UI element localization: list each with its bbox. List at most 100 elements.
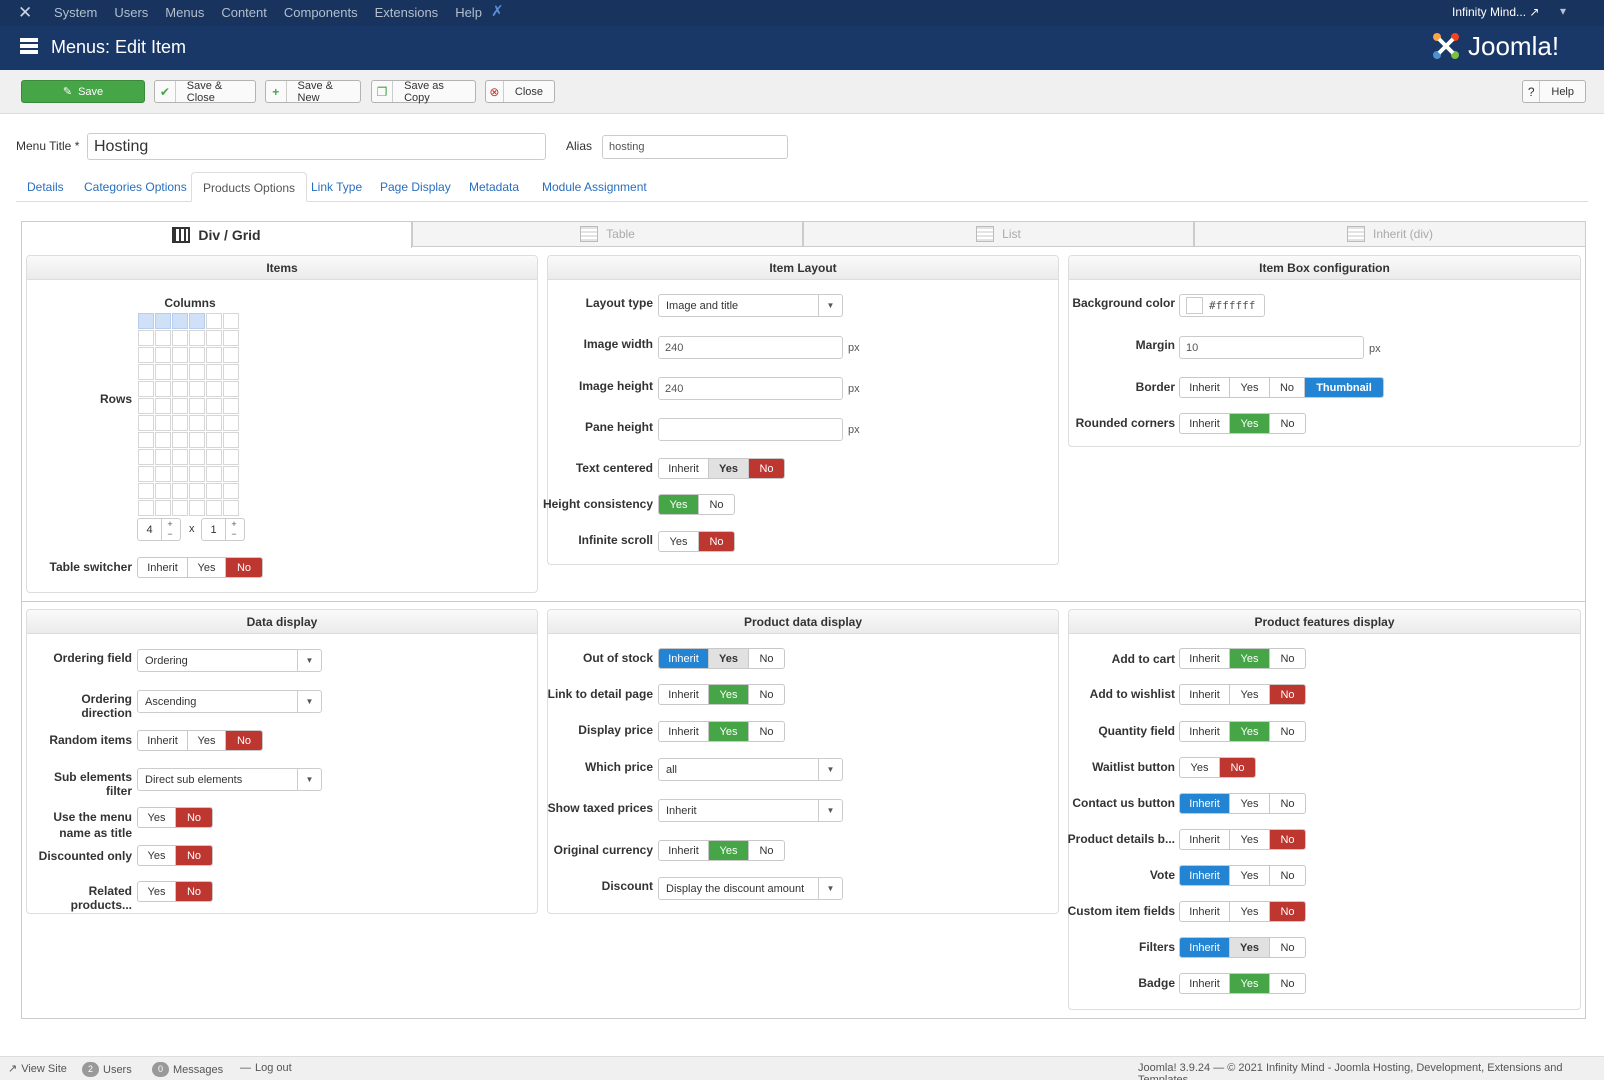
option-no[interactable]: No xyxy=(176,846,212,865)
grid-cell[interactable] xyxy=(223,466,239,482)
option-no[interactable]: No xyxy=(1280,725,1295,738)
grid-cell[interactable] xyxy=(138,415,154,431)
grid-cell[interactable] xyxy=(155,449,171,465)
menu-components[interactable]: Components xyxy=(283,5,358,20)
option-yes[interactable]: Yes xyxy=(1230,830,1270,849)
grid-cell[interactable] xyxy=(172,466,188,482)
grid-cell[interactable] xyxy=(172,415,188,431)
image-width-input[interactable]: 240 xyxy=(658,336,843,359)
grid-cell[interactable] xyxy=(223,415,239,431)
view-tab-div-grid[interactable]: Div / Grid xyxy=(21,221,412,248)
ordering-field-select[interactable]: Ordering ▼ xyxy=(137,649,322,672)
text-centered-toggle[interactable]: Inherit Yes No xyxy=(658,458,785,479)
contact-us-button-toggle[interactable]: Inherit Yes No xyxy=(1179,793,1306,814)
option-yes[interactable]: Yes xyxy=(1230,866,1270,885)
grid-cell[interactable] xyxy=(206,381,222,397)
option-inherit[interactable]: Inherit xyxy=(1180,722,1230,741)
save-new-button[interactable]: + Save & New xyxy=(265,80,361,104)
messages-link[interactable]: 0 Messages xyxy=(152,1062,223,1077)
option-yes[interactable]: Yes xyxy=(659,495,699,514)
option-yes[interactable]: Yes xyxy=(659,532,699,551)
option-inherit[interactable]: Inherit xyxy=(1180,830,1230,849)
menu-help[interactable]: Help xyxy=(455,5,482,20)
grid-cell[interactable] xyxy=(223,330,239,346)
option-no[interactable]: No xyxy=(1280,797,1295,810)
use-menu-name-toggle[interactable]: Yes No xyxy=(137,807,213,828)
save-button[interactable]: ✎ Save xyxy=(21,80,145,103)
rounded-corners-toggle[interactable]: Inherit Yes No xyxy=(1179,413,1306,434)
margin-input[interactable]: 10 xyxy=(1179,336,1364,359)
tab-details[interactable]: Details xyxy=(27,180,64,194)
save-copy-button[interactable]: ❐ Save as Copy xyxy=(371,80,476,104)
option-yes[interactable]: Yes xyxy=(138,808,176,827)
rows-stepper[interactable]: + − xyxy=(225,519,242,540)
grid-cell[interactable] xyxy=(206,483,222,499)
alias-input[interactable]: hosting xyxy=(602,135,788,159)
option-yes[interactable]: Yes xyxy=(138,882,176,901)
grid-cell[interactable] xyxy=(189,500,205,516)
grid-cell[interactable] xyxy=(155,398,171,414)
link-detail-page-toggle[interactable]: Inherit Yes No xyxy=(658,684,785,705)
option-inherit[interactable]: Inherit xyxy=(138,731,188,750)
discount-select[interactable]: Display the discount amount ▼ xyxy=(658,877,843,900)
grid-cell[interactable] xyxy=(189,449,205,465)
grid-cell[interactable] xyxy=(223,347,239,363)
grid-cell[interactable] xyxy=(172,449,188,465)
option-no[interactable]: No xyxy=(1280,652,1295,665)
option-yes[interactable]: Yes xyxy=(709,649,749,668)
option-inherit[interactable]: Inherit xyxy=(659,459,709,478)
image-height-input[interactable]: 240 xyxy=(658,377,843,400)
grid-cell[interactable] xyxy=(138,398,154,414)
grid-cell[interactable] xyxy=(155,432,171,448)
option-yes[interactable]: Yes xyxy=(1230,974,1270,993)
grid-cell[interactable] xyxy=(206,432,222,448)
view-tab-table[interactable]: Table xyxy=(412,221,803,247)
vote-toggle[interactable]: Inherit Yes No xyxy=(1179,865,1306,886)
grid-cell[interactable] xyxy=(189,364,205,380)
option-no[interactable]: No xyxy=(226,558,262,577)
custom-item-fields-toggle[interactable]: Inherit Yes No xyxy=(1179,901,1306,922)
grid-cell[interactable] xyxy=(206,347,222,363)
option-yes[interactable]: Yes xyxy=(138,846,176,865)
border-toggle[interactable]: Inherit Yes No Thumbnail xyxy=(1179,377,1384,398)
grid-cell[interactable] xyxy=(138,347,154,363)
menu-menus[interactable]: Menus xyxy=(165,5,205,20)
grid-cell[interactable] xyxy=(172,381,188,397)
grid-cell[interactable] xyxy=(172,432,188,448)
grid-cell[interactable] xyxy=(223,500,239,516)
option-inherit[interactable]: Inherit xyxy=(1180,974,1230,993)
grid-cell[interactable] xyxy=(155,347,171,363)
grid-cell[interactable] xyxy=(138,500,154,516)
users-link[interactable]: 2 Users xyxy=(82,1062,132,1077)
grid-cell[interactable] xyxy=(189,432,205,448)
grid-cell[interactable] xyxy=(189,415,205,431)
waitlist-button-toggle[interactable]: Yes No xyxy=(1179,757,1256,778)
grid-cell[interactable] xyxy=(206,500,222,516)
grid-cell[interactable] xyxy=(138,381,154,397)
option-no[interactable]: No xyxy=(709,498,724,511)
option-no[interactable]: No xyxy=(1280,869,1295,882)
grid-cell[interactable] xyxy=(223,432,239,448)
view-site-link[interactable]: ↗ View Site xyxy=(8,1062,67,1076)
option-yes[interactable]: Yes xyxy=(1230,722,1270,741)
columns-spinner[interactable]: 4 + − xyxy=(137,518,181,541)
option-no[interactable]: No xyxy=(759,652,774,665)
option-yes[interactable]: Yes xyxy=(1180,758,1220,777)
grid-cell[interactable] xyxy=(189,313,205,329)
option-no[interactable]: No xyxy=(226,731,262,750)
pane-height-input[interactable] xyxy=(658,418,843,441)
tab-link-type[interactable]: Link Type xyxy=(311,180,363,194)
grid-cell[interactable] xyxy=(155,466,171,482)
menu-system[interactable]: System xyxy=(54,5,98,20)
option-thumbnail[interactable]: Thumbnail xyxy=(1305,378,1383,397)
tab-page-display[interactable]: Page Display xyxy=(380,180,451,194)
menu-title-input[interactable]: Hosting xyxy=(87,133,546,160)
logout-link[interactable]: — Log out xyxy=(240,1062,292,1074)
option-yes[interactable]: Yes xyxy=(1230,685,1270,704)
sub-elements-filter-select[interactable]: Direct sub elements ▼ xyxy=(137,768,322,791)
option-inherit[interactable]: Inherit xyxy=(1180,685,1230,704)
site-name-link[interactable]: Infinity Mind... ↗ xyxy=(1452,5,1539,19)
grid-cell[interactable] xyxy=(172,347,188,363)
option-yes[interactable]: Yes xyxy=(709,459,749,478)
display-price-toggle[interactable]: Inherit Yes No xyxy=(658,721,785,742)
